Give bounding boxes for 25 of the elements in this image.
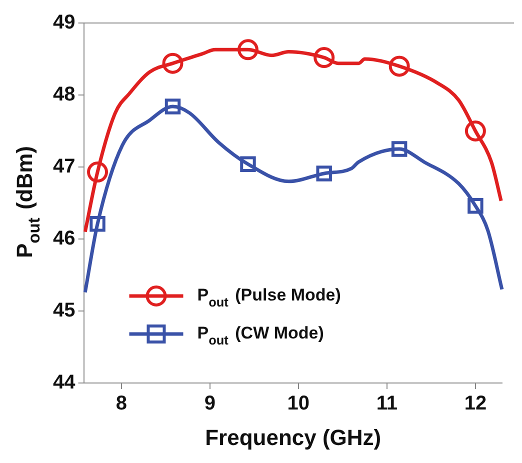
y-tick-label: 45 xyxy=(52,300,76,322)
point xyxy=(391,141,408,157)
point xyxy=(90,216,106,232)
point xyxy=(388,56,410,77)
x-tick-label: 10 xyxy=(287,392,310,415)
x-tick-label: 9 xyxy=(204,392,216,415)
y-tick-label: 47 xyxy=(52,156,76,178)
point xyxy=(240,156,256,172)
point xyxy=(164,98,181,114)
point xyxy=(237,39,258,60)
point xyxy=(162,52,184,74)
y-tick-label: 46 xyxy=(52,228,76,250)
y-axis-title: Pout (dBm) xyxy=(12,146,44,258)
y-tick-label: 44 xyxy=(52,372,76,394)
y-tick-label: 48 xyxy=(52,84,76,106)
point xyxy=(316,166,332,182)
point xyxy=(87,162,108,183)
x-tick-label: 12 xyxy=(464,392,487,415)
point xyxy=(314,47,335,68)
x-tick-label: 11 xyxy=(376,392,398,415)
y-tick-label: 49 xyxy=(52,12,76,34)
x-axis-title: Frequency (GHz) xyxy=(205,425,382,450)
point xyxy=(468,198,484,214)
point xyxy=(464,120,486,142)
x-tick-label: 8 xyxy=(116,392,127,415)
